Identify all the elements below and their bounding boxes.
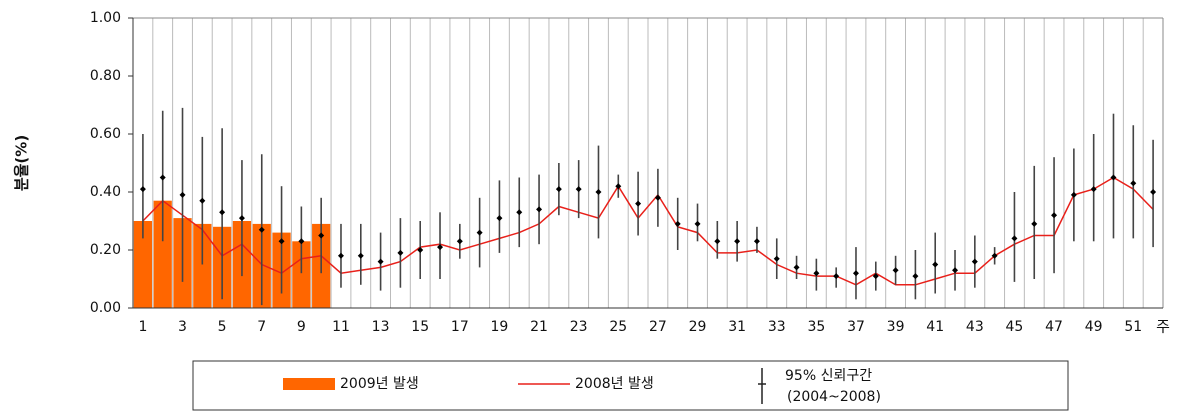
x-tick-label: 25 bbox=[609, 319, 627, 335]
mean-point bbox=[536, 206, 543, 213]
x-tick-label: 19 bbox=[491, 319, 509, 335]
mean-point bbox=[912, 273, 919, 280]
x-tick-label: 33 bbox=[768, 319, 786, 335]
mean-point bbox=[516, 209, 523, 216]
mean-point bbox=[654, 194, 661, 201]
mean-point bbox=[258, 226, 265, 233]
mean-point bbox=[357, 252, 364, 259]
mean-point bbox=[456, 238, 463, 245]
mean-point bbox=[615, 183, 622, 190]
legend-label: 2009년 발생 bbox=[340, 376, 419, 392]
mean-point bbox=[1130, 180, 1137, 187]
mean-point bbox=[139, 186, 146, 193]
mean-point bbox=[476, 229, 483, 236]
bar bbox=[133, 221, 153, 308]
y-tick-label: 0.80 bbox=[90, 68, 121, 84]
y-tick-label: 0.20 bbox=[90, 242, 121, 258]
mean-point bbox=[971, 258, 978, 265]
mean-point bbox=[496, 215, 503, 222]
mean-point bbox=[932, 261, 939, 268]
mean-point bbox=[377, 258, 384, 265]
x-tick-label: 27 bbox=[649, 319, 667, 335]
mean-point bbox=[1051, 212, 1058, 219]
x-tick-label: 35 bbox=[807, 319, 825, 335]
x-tick-label: 39 bbox=[887, 319, 905, 335]
x-tick-label: 51 bbox=[1124, 319, 1142, 335]
x-tick-label: 1 bbox=[138, 319, 147, 335]
mean-point bbox=[397, 249, 404, 256]
x-tick-label: 29 bbox=[689, 319, 707, 335]
mean-point bbox=[238, 215, 245, 222]
mean-point bbox=[773, 255, 780, 262]
mean-point bbox=[852, 270, 859, 277]
legend-swatch bbox=[283, 378, 335, 390]
mean-point bbox=[1150, 189, 1157, 195]
x-tick-label: 23 bbox=[570, 319, 588, 335]
y-axis-label: 분율(%) bbox=[13, 135, 31, 191]
x-tick-label: 41 bbox=[926, 319, 944, 335]
mean-point bbox=[991, 252, 998, 259]
x-tick-label: 11 bbox=[332, 319, 350, 335]
mean-point bbox=[199, 197, 206, 204]
mean-point bbox=[892, 267, 899, 274]
y-tick-label: 0.60 bbox=[90, 126, 121, 142]
mean-point bbox=[179, 191, 186, 198]
mean-point bbox=[337, 252, 344, 259]
mean-point bbox=[952, 267, 959, 274]
mean-point bbox=[793, 264, 800, 271]
x-tick-label: 17 bbox=[451, 319, 469, 335]
line bbox=[142, 176, 1154, 286]
x-tick-label: 21 bbox=[530, 319, 548, 335]
legend-box bbox=[192, 360, 1069, 411]
x-tick-label: 9 bbox=[297, 319, 306, 335]
x-tick-label: 3 bbox=[178, 319, 187, 335]
x-tick-label: 5 bbox=[218, 319, 227, 335]
x-tick-label: 47 bbox=[1045, 319, 1063, 335]
mean-point bbox=[674, 220, 681, 227]
bar bbox=[153, 200, 172, 308]
x-tick-label: 49 bbox=[1085, 319, 1103, 335]
bar bbox=[193, 223, 212, 308]
mean-point bbox=[872, 273, 879, 280]
mean-point bbox=[833, 273, 840, 280]
legend-label: 2008년 발생 bbox=[575, 376, 654, 392]
y-tick-label: 0.00 bbox=[90, 300, 121, 316]
mean-point bbox=[714, 238, 721, 245]
x-tick-label: 37 bbox=[847, 319, 865, 335]
mean-point bbox=[159, 174, 166, 181]
mean-point bbox=[1031, 220, 1038, 227]
mean-point bbox=[555, 186, 562, 193]
mean-point bbox=[635, 200, 642, 207]
y-tick-label: 0.40 bbox=[90, 184, 121, 200]
legend-label: (2004~2008) bbox=[787, 389, 881, 405]
mean-point bbox=[1110, 174, 1117, 181]
y-tick-label: 1.00 bbox=[90, 10, 121, 26]
mean-point bbox=[1070, 191, 1077, 198]
x-tick-label: 15 bbox=[411, 319, 429, 335]
x-axis-label: 주 bbox=[1156, 318, 1170, 336]
mean-point bbox=[437, 244, 444, 251]
legend-label: 95% 신뢰구간 bbox=[785, 368, 872, 384]
mean-point bbox=[813, 270, 820, 277]
mean-point bbox=[734, 238, 741, 245]
x-tick-label: 31 bbox=[728, 319, 746, 335]
mean-point bbox=[595, 189, 602, 195]
mean-point bbox=[318, 232, 325, 239]
mean-point bbox=[1011, 235, 1018, 242]
mean-point bbox=[417, 247, 424, 253]
x-tick-label: 45 bbox=[1006, 319, 1024, 335]
mean-point bbox=[278, 238, 285, 245]
x-tick-label: 13 bbox=[372, 319, 390, 335]
mean-point bbox=[219, 209, 226, 216]
mean-point bbox=[575, 186, 582, 193]
mean-point bbox=[694, 220, 701, 227]
mean-point bbox=[298, 238, 305, 245]
x-tick-label: 7 bbox=[257, 319, 266, 335]
mean-point bbox=[1090, 186, 1097, 193]
x-tick-label: 43 bbox=[966, 319, 984, 335]
mean-point bbox=[753, 238, 760, 245]
